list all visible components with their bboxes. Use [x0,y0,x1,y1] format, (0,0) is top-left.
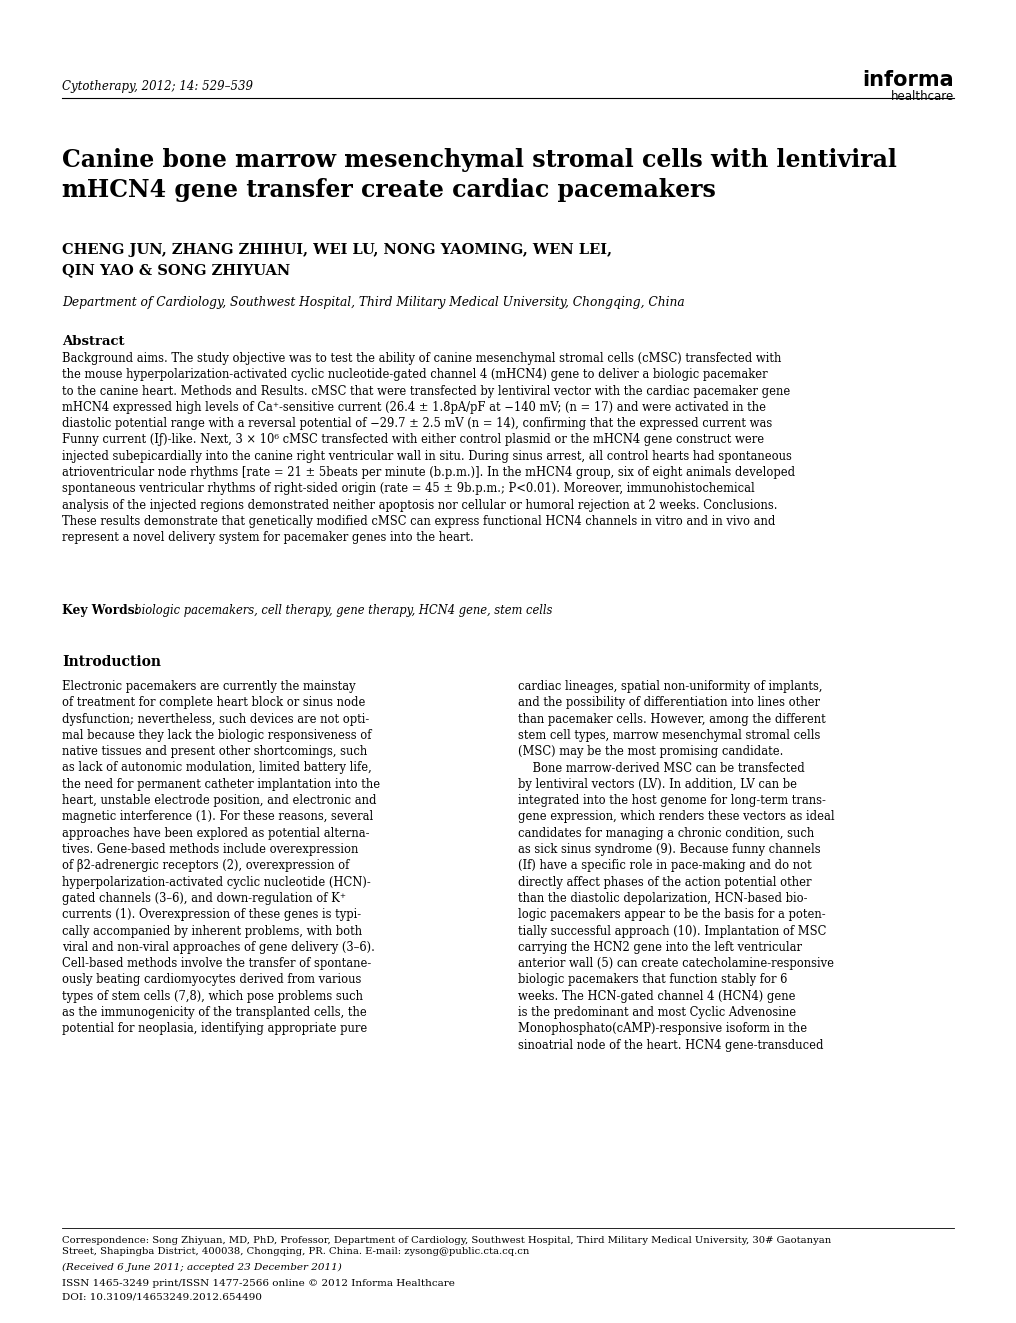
Text: (Received 6 June 2011; accepted 23 December 2011): (Received 6 June 2011; accepted 23 Decem… [62,1263,341,1273]
Text: Abstract: Abstract [62,335,125,348]
Text: Key Words:: Key Words: [62,605,139,617]
Text: QIN YAO & SONG ZHIYUAN: QIN YAO & SONG ZHIYUAN [62,263,291,277]
Text: Cytotherapy, 2012; 14: 529–539: Cytotherapy, 2012; 14: 529–539 [62,79,253,93]
Text: Introduction: Introduction [62,655,161,669]
Text: biologic pacemakers, cell therapy, gene therapy, HCN4 gene, stem cells: biologic pacemakers, cell therapy, gene … [127,605,553,617]
Text: cardiac lineages, spatial non-uniformity of implants,
and the possibility of dif: cardiac lineages, spatial non-uniformity… [518,680,834,1052]
Text: healthcare: healthcare [891,90,954,103]
Text: DOI: 10.3109/14653249.2012.654490: DOI: 10.3109/14653249.2012.654490 [62,1293,262,1301]
Text: mHCN4 gene transfer create cardiac pacemakers: mHCN4 gene transfer create cardiac pacem… [62,179,716,202]
Text: Department of Cardiology, Southwest Hospital, Third Military Medical University,: Department of Cardiology, Southwest Hosp… [62,296,685,310]
Text: informa: informa [863,70,954,90]
Text: ISSN 1465-3249 print/ISSN 1477-2566 online © 2012 Informa Healthcare: ISSN 1465-3249 print/ISSN 1477-2566 onli… [62,1279,455,1289]
Text: CHENG JUN, ZHANG ZHIHUI, WEI LU, NONG YAOMING, WEN LEI,: CHENG JUN, ZHANG ZHIHUI, WEI LU, NONG YA… [62,243,612,257]
Text: Electronic pacemakers are currently the mainstay
of treatment for complete heart: Electronic pacemakers are currently the … [62,680,380,1036]
Text: Correspondence: Song Zhiyuan, MD, PhD, Professor, Department of Cardiology, Sout: Correspondence: Song Zhiyuan, MD, PhD, P… [62,1236,831,1256]
Text: Background aims. The study objective was to test the ability of canine mesenchym: Background aims. The study objective was… [62,352,796,544]
Text: Canine bone marrow mesenchymal stromal cells with lentiviral: Canine bone marrow mesenchymal stromal c… [62,148,897,172]
